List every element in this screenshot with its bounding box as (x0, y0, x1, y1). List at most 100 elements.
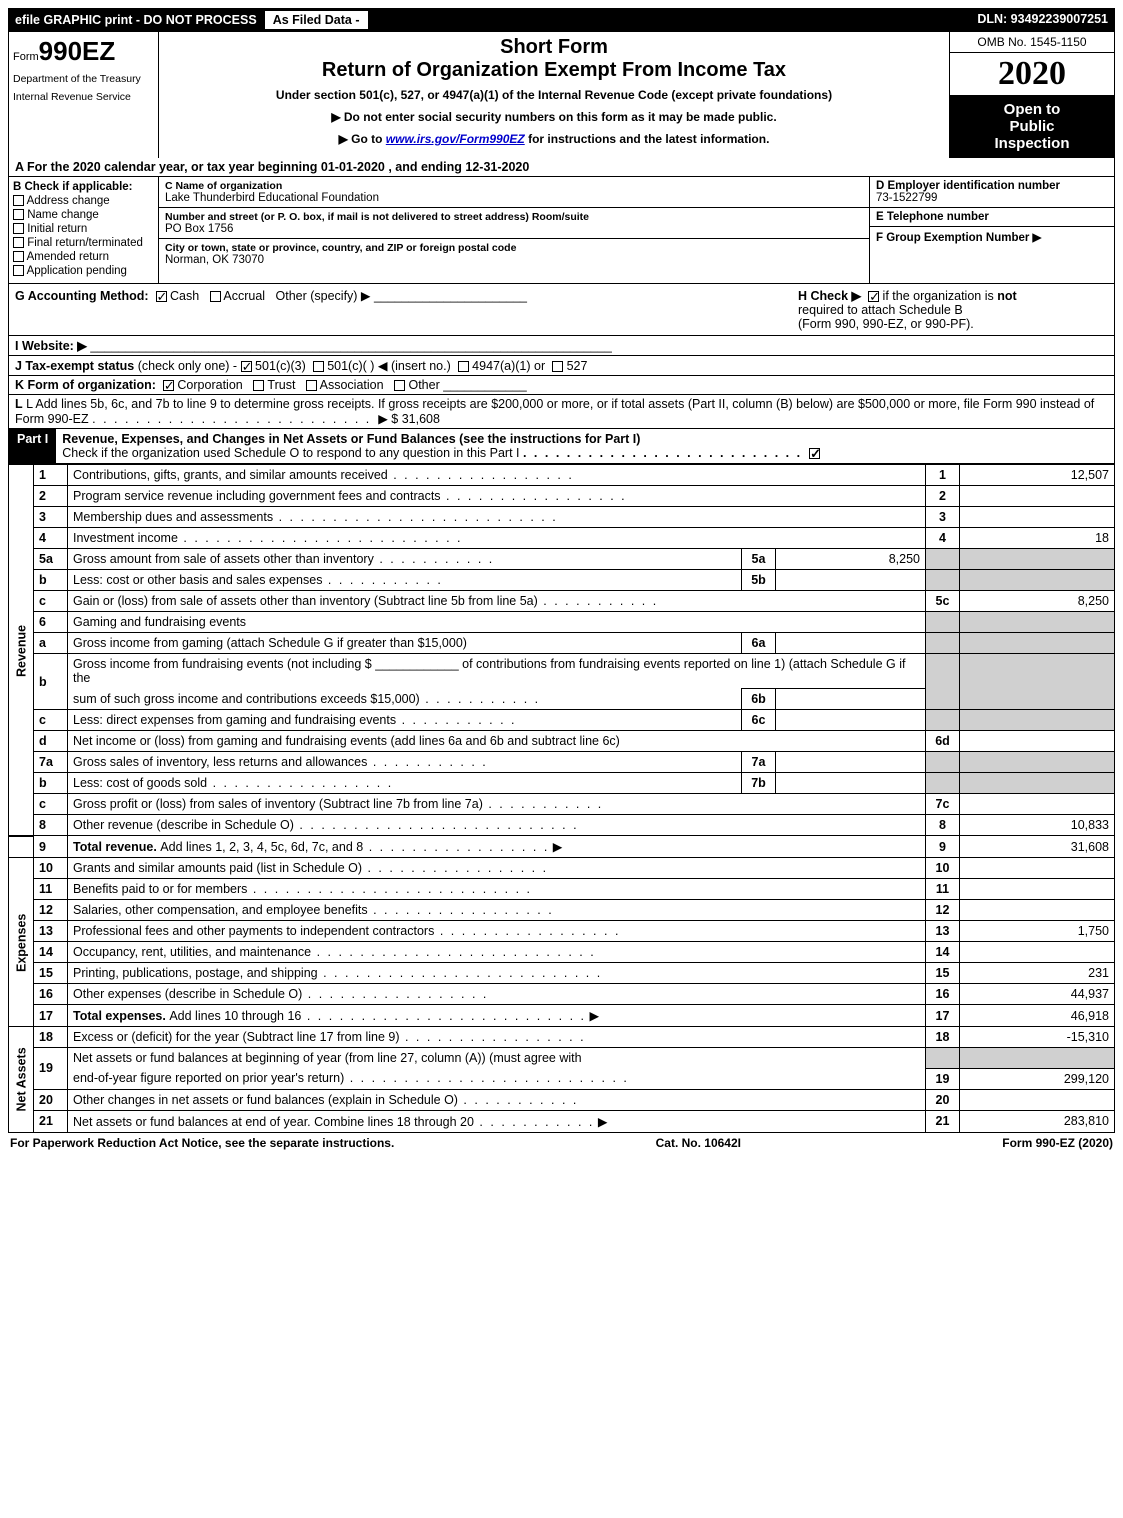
table-row: Expenses 10 Grants and similar amounts p… (9, 858, 1115, 879)
tel-label: E Telephone number (876, 211, 989, 223)
street-row: Number and street (or P. O. box, if mail… (159, 208, 869, 239)
part-i-header-row: Part I Revenue, Expenses, and Changes in… (8, 429, 1115, 464)
city-value: Norman, OK 73070 (165, 254, 863, 266)
org-name: Lake Thunderbird Educational Foundation (165, 192, 863, 204)
line-k: K Form of organization: Corporation Trus… (8, 376, 1115, 395)
table-row: b Gross income from fundraising events (… (9, 654, 1115, 689)
org-name-label: C Name of organization (165, 180, 863, 192)
table-row: Net Assets 18 Excess or (deficit) for th… (9, 1027, 1115, 1048)
table-row: 9 Total revenue. Add lines 1, 2, 3, 4, 5… (9, 836, 1115, 858)
table-row: end-of-year figure reported on prior yea… (9, 1068, 1115, 1089)
goto-link[interactable]: www.irs.gov/Form990EZ (386, 132, 525, 146)
line-i: I Website: ▶ ___________________________… (8, 336, 1115, 356)
table-row: 4 Investment income 4 18 (9, 528, 1115, 549)
form-prefix: Form (13, 51, 39, 63)
table-row: 15 Printing, publications, postage, and … (9, 963, 1115, 984)
table-row: c Gross profit or (loss) from sales of i… (9, 794, 1115, 815)
table-row: 6 Gaming and fundraising events (9, 612, 1115, 633)
table-row: 13 Professional fees and other payments … (9, 921, 1115, 942)
street-label: Number and street (or P. O. box, if mail… (165, 211, 863, 223)
city-label: City or town, state or province, country… (165, 242, 863, 254)
open-line3: Inspection (954, 135, 1110, 152)
header-center: Short Form Return of Organization Exempt… (159, 32, 949, 158)
group-row: F Group Exemption Number ▶ (870, 227, 1114, 247)
net-assets-side-label: Net Assets (9, 1027, 34, 1133)
omb-number: OMB No. 1545-1150 (950, 32, 1114, 53)
table-row: c Gain or (loss) from sale of assets oth… (9, 591, 1115, 612)
ein-value: 73-1522799 (876, 192, 937, 204)
irs-label: Internal Revenue Service (13, 91, 154, 103)
open-line1: Open to (954, 101, 1110, 118)
table-row: 3 Membership dues and assessments 3 (9, 507, 1115, 528)
cb-accrual[interactable] (210, 291, 221, 302)
table-row: 16 Other expenses (describe in Schedule … (9, 984, 1115, 1005)
as-filed-box: As Filed Data - (264, 10, 369, 30)
open-to-public: Open to Public Inspection (950, 95, 1114, 158)
form-header: Form990EZ Department of the Treasury Int… (8, 32, 1115, 158)
dept-treasury: Department of the Treasury (13, 73, 154, 85)
col-d: D Employer identification number 73-1522… (869, 177, 1114, 283)
table-row: 20 Other changes in net assets or fund b… (9, 1089, 1115, 1110)
table-row: 14 Occupancy, rent, utilities, and maint… (9, 942, 1115, 963)
line-g: G Accounting Method: Cash Accrual Other … (15, 288, 527, 331)
top-bar-left: efile GRAPHIC print - DO NOT PROCESS As … (9, 9, 370, 31)
cb-trust[interactable] (253, 380, 264, 391)
cb-final-return[interactable]: Final return/terminated (13, 237, 154, 249)
cb-schedule-o[interactable] (809, 448, 820, 459)
cb-501c3[interactable] (241, 361, 252, 372)
group-label: F Group Exemption Number ▶ (876, 232, 1041, 244)
cb-h[interactable] (868, 291, 879, 302)
col-b: B Check if applicable: Address change Na… (9, 177, 159, 283)
cb-corp[interactable] (163, 380, 174, 391)
table-row: 11 Benefits paid to or for members 11 (9, 879, 1115, 900)
header-right: OMB No. 1545-1150 2020 Open to Public In… (949, 32, 1114, 158)
goto-line: ▶ Go to www.irs.gov/Form990EZ for instru… (167, 132, 941, 146)
cb-501c[interactable] (313, 361, 324, 372)
under-section: Under section 501(c), 527, or 4947(a)(1)… (167, 88, 941, 102)
col-c: C Name of organization Lake Thunderbird … (159, 177, 869, 283)
cb-initial-return[interactable]: Initial return (13, 223, 154, 235)
return-title: Return of Organization Exempt From Incom… (167, 59, 941, 82)
line-h: H Check ▶ if the organization is not req… (798, 288, 1108, 331)
part-i-title: Revenue, Expenses, and Changes in Net As… (56, 429, 1114, 463)
cb-527[interactable] (552, 361, 563, 372)
top-bar: efile GRAPHIC print - DO NOT PROCESS As … (8, 8, 1115, 32)
table-row: 5a Gross amount from sale of assets othe… (9, 549, 1115, 570)
table-row: d Net income or (loss) from gaming and f… (9, 731, 1115, 752)
col-b-title: B Check if applicable: (13, 181, 154, 193)
footer-left: For Paperwork Reduction Act Notice, see … (10, 1136, 394, 1150)
line-j: J Tax-exempt status (check only one) - 5… (8, 356, 1115, 376)
tel-row: E Telephone number (870, 208, 1114, 227)
cb-cash[interactable] (156, 291, 167, 302)
table-row: 21 Net assets or fund balances at end of… (9, 1110, 1115, 1132)
street-value: PO Box 1756 (165, 223, 863, 235)
revenue-side-label: Revenue (9, 465, 34, 836)
table-row: 19 Net assets or fund balances at beginn… (9, 1048, 1115, 1069)
table-row: 8 Other revenue (describe in Schedule O)… (9, 815, 1115, 836)
table-row: 17 Total expenses. Add lines 10 through … (9, 1005, 1115, 1027)
table-row: Revenue 1 Contributions, gifts, grants, … (9, 465, 1115, 486)
city-row: City or town, state or province, country… (159, 239, 869, 269)
cb-amended-return[interactable]: Amended return (13, 251, 154, 263)
cb-4947[interactable] (458, 361, 469, 372)
cb-other-org[interactable] (394, 380, 405, 391)
table-row: 2 Program service revenue including gove… (9, 486, 1115, 507)
cb-assoc[interactable] (306, 380, 317, 391)
org-name-row: C Name of organization Lake Thunderbird … (159, 177, 869, 208)
part-i-label: Part I (9, 429, 56, 463)
cb-name-change[interactable]: Name change (13, 209, 154, 221)
table-row: 7a Gross sales of inventory, less return… (9, 752, 1115, 773)
efile-notice: efile GRAPHIC print - DO NOT PROCESS (9, 10, 263, 30)
tax-year: 2020 (950, 53, 1114, 95)
ein-row: D Employer identification number 73-1522… (870, 177, 1114, 208)
dln: DLN: 93492239007251 (971, 9, 1114, 31)
expenses-side-label: Expenses (9, 858, 34, 1027)
header-left: Form990EZ Department of the Treasury Int… (9, 32, 159, 158)
cb-address-change[interactable]: Address change (13, 195, 154, 207)
short-form-title: Short Form (167, 36, 941, 59)
cb-application-pending[interactable]: Application pending (13, 265, 154, 277)
footer-center: Cat. No. 10642I (656, 1136, 741, 1150)
line-g-h: G Accounting Method: Cash Accrual Other … (8, 284, 1115, 336)
table-row: a Gross income from gaming (attach Sched… (9, 633, 1115, 654)
form-number: 990EZ (39, 36, 116, 66)
